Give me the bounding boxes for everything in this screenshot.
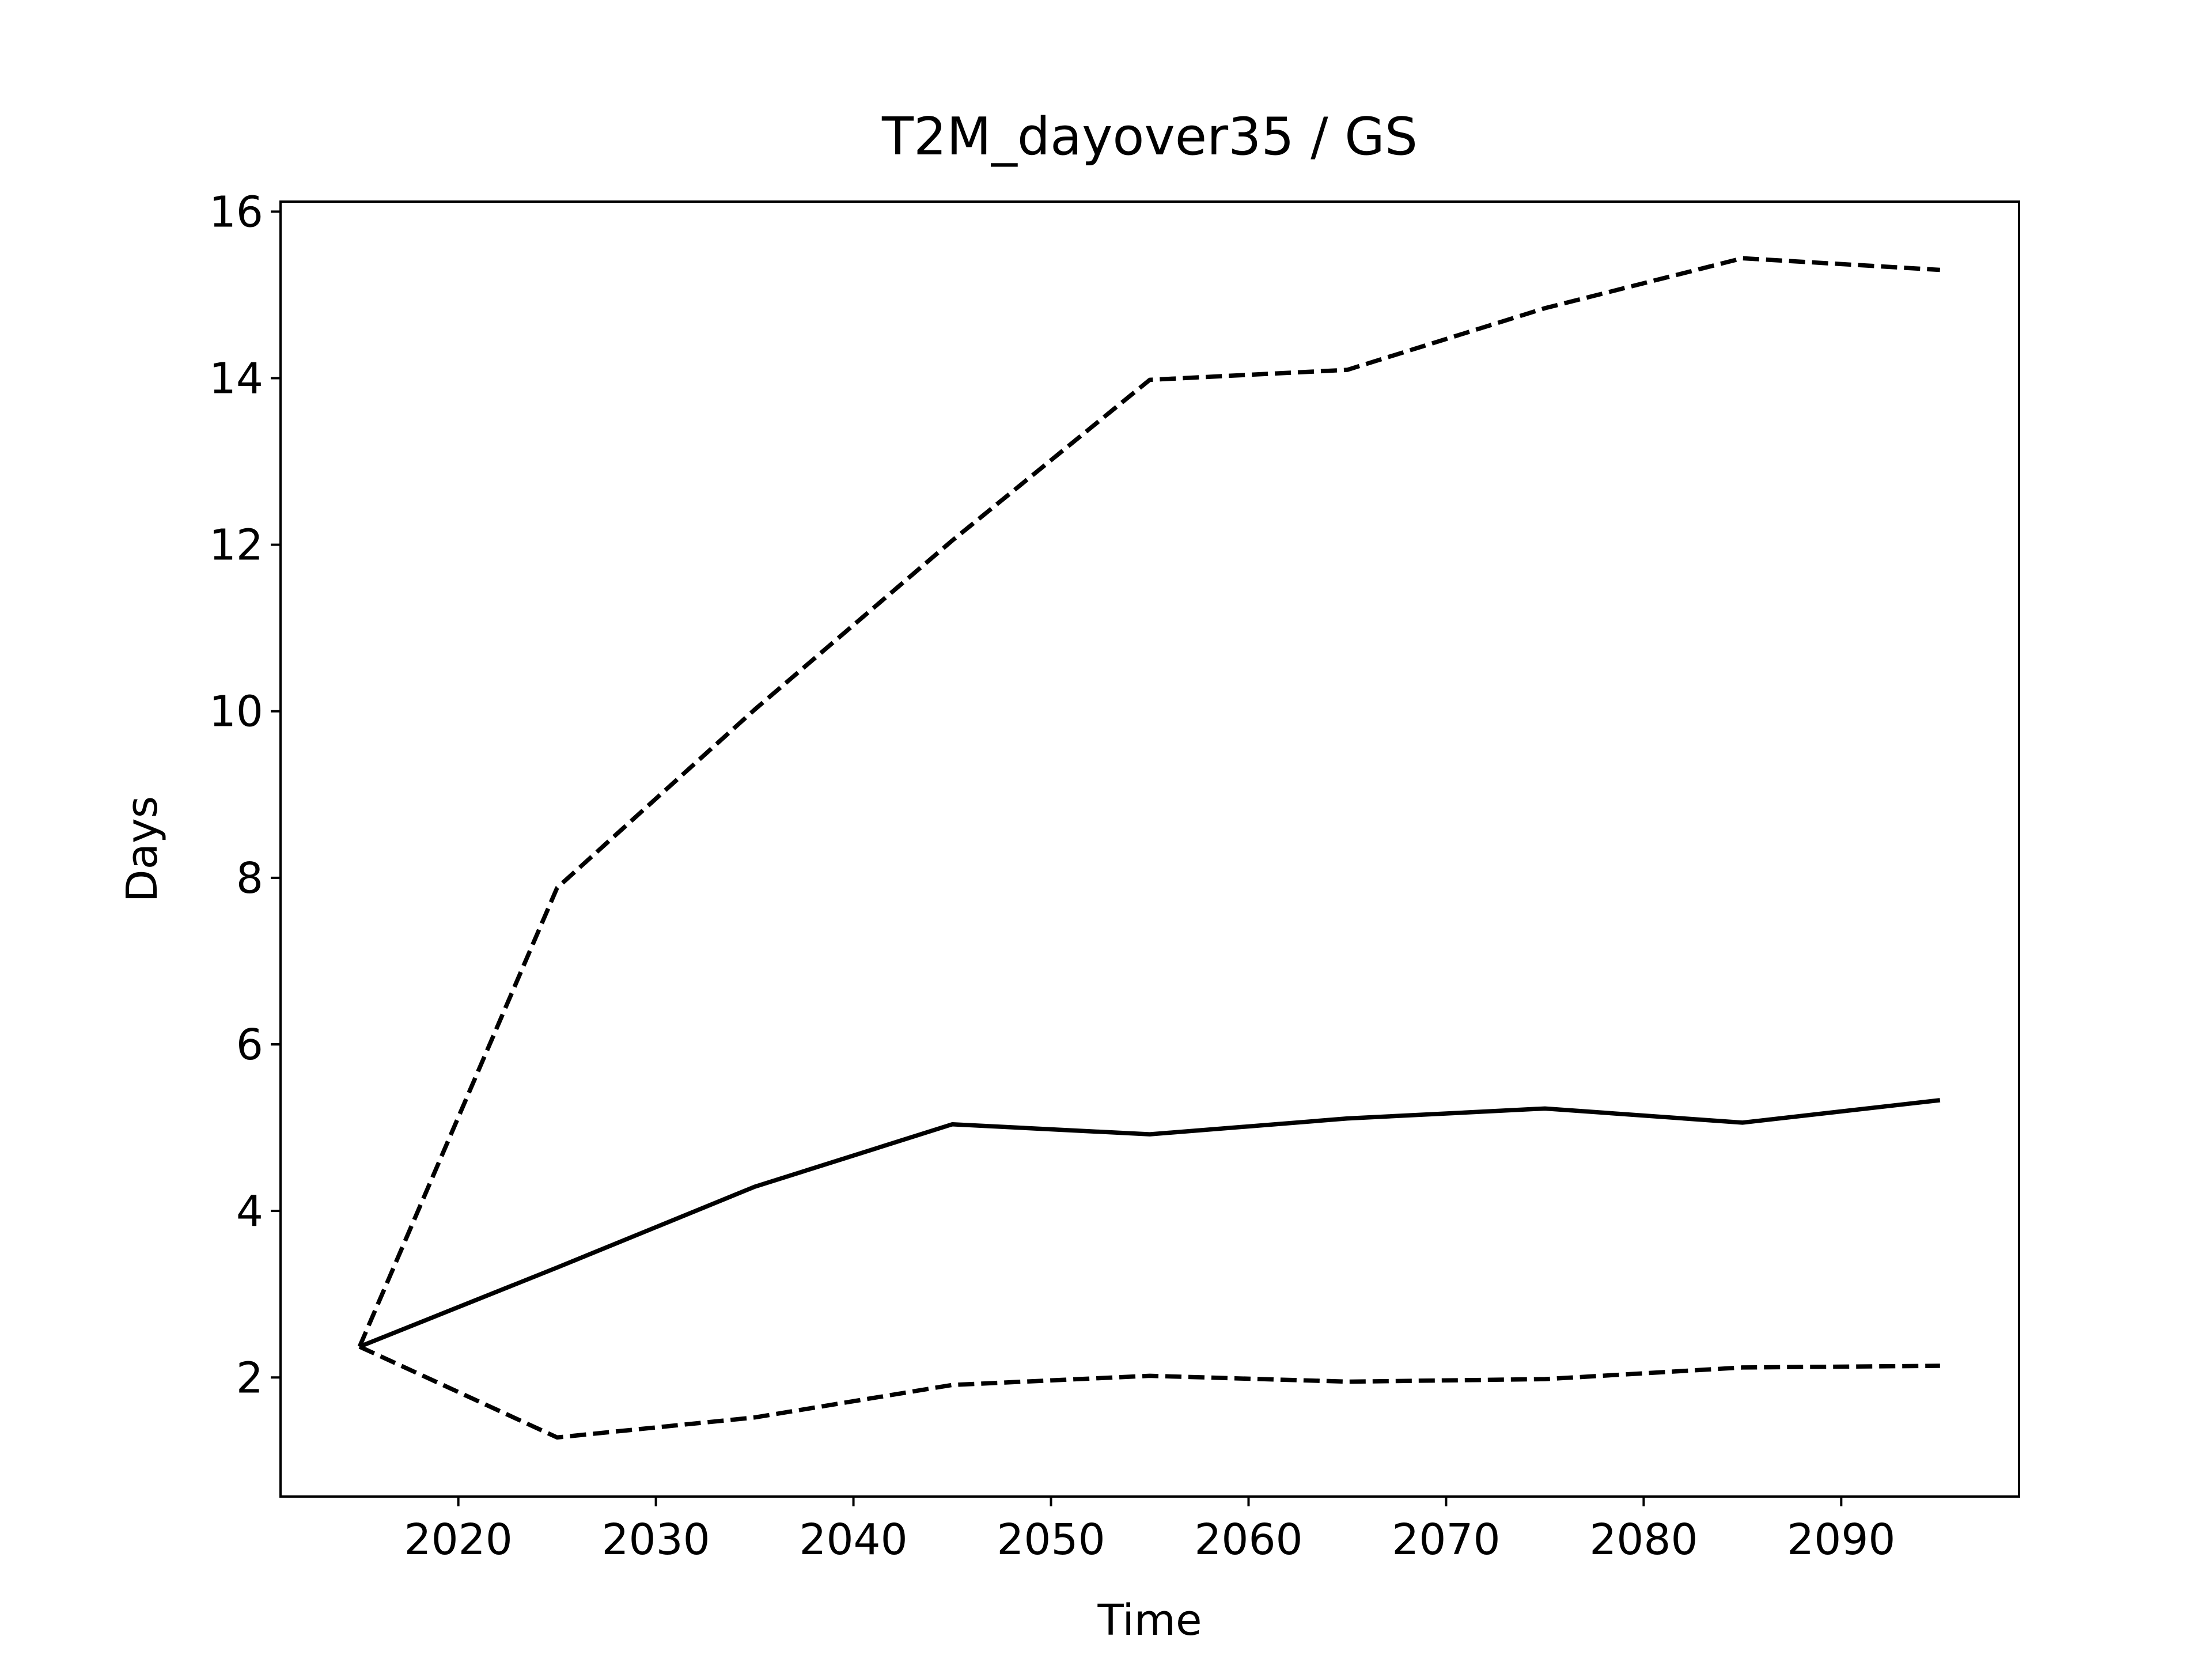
x-axis-label: Time xyxy=(1097,1596,1202,1645)
chart-title: T2M_dayover35 / GS xyxy=(881,107,1418,167)
x-tick-label: 2070 xyxy=(1392,1515,1500,1565)
y-tick-label: 12 xyxy=(209,521,263,570)
x-tick-label: 2040 xyxy=(799,1515,907,1565)
y-tick-label: 4 xyxy=(236,1187,263,1236)
x-tick-label: 2030 xyxy=(601,1515,710,1565)
y-axis-label: Days xyxy=(118,796,167,903)
x-tick-label: 2090 xyxy=(1787,1515,1895,1565)
y-tick-label: 14 xyxy=(209,354,263,403)
x-tick-label: 2060 xyxy=(1194,1515,1302,1565)
y-tick-label: 16 xyxy=(209,187,263,237)
y-tick-label: 8 xyxy=(236,854,263,903)
x-tick-label: 2080 xyxy=(1589,1515,1698,1565)
y-tick-label: 2 xyxy=(236,1353,263,1403)
x-tick-label: 2020 xyxy=(404,1515,512,1565)
plot-frame xyxy=(279,200,2020,1498)
x-tick-label: 2050 xyxy=(997,1515,1105,1565)
data-line xyxy=(358,1344,1940,1440)
y-tick-label: 6 xyxy=(236,1020,263,1070)
data-line xyxy=(357,256,1941,1348)
y-tick-label: 10 xyxy=(209,687,263,737)
data-line xyxy=(358,1098,1941,1349)
